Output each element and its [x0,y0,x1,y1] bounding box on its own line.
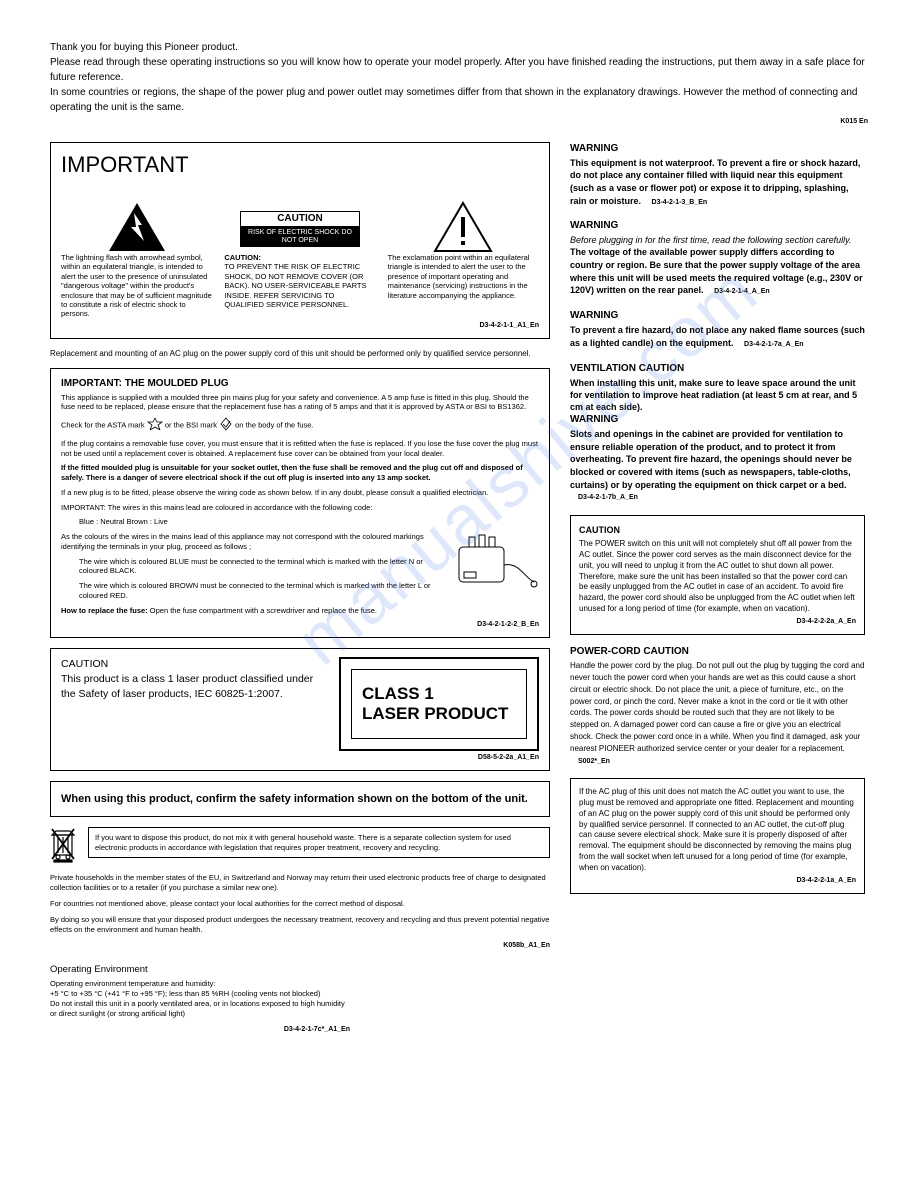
caution-power-switch: CAUTION The POWER switch on this unit wi… [570,515,865,635]
vent-c: D3-4-2-1-7b_A_En [578,493,638,502]
caution-label: CAUTION [240,211,360,228]
intro-block: Thank you for buying this Pioneer produc… [50,40,868,128]
lightning-triangle-icon [107,201,167,253]
moulded-title: IMPORTANT: THE MOULDED PLUG [61,377,539,390]
pcord-t: Handle the power cord by the plug. Do no… [570,661,864,753]
ac-plug-note: If the AC plug of this unit does not mat… [570,778,865,894]
weee-row: If you want to dispose this product, do … [50,827,550,867]
box1-h: CAUTION [579,524,856,536]
w2-c: D3-4-2-1-4_A_En [714,287,770,296]
asta-mark-icon [147,418,163,433]
weee-code: K058b_A1_En [50,941,550,950]
vent-h: VENTILATION CAUTION [570,362,865,375]
intro-p3: In some countries or regions, the shape … [50,85,868,115]
moulded-p2c: on the body of the fuse. [235,420,313,429]
moulded-code: D3-4-2-1-2-2_B_En [61,620,539,629]
laser-box: CAUTION This product is a class 1 laser … [50,648,550,770]
caution-text: TO PREVENT THE RISK OF ELECTRIC SHOCK, D… [224,262,375,309]
w2-h: WARNING [570,219,865,232]
uk-plug-icon [449,532,539,606]
exclamation-triangle-icon [433,201,493,253]
intro-p1: Thank you for buying this Pioneer produc… [50,40,868,55]
box1-c: D3-4-2-2-2a_A_En [796,618,856,625]
moulded-p6b: Blue : Neutral Brown : Live [79,517,539,527]
right-column: WARNING This equipment is not waterproof… [570,142,865,1035]
laser-l1: CLASS 1 [362,684,516,704]
caution-text-h: CAUTION: [224,253,261,262]
intro-code: K015 En [50,117,868,128]
weee-box-text: If you want to dispose this product, do … [88,827,550,859]
lightning-text: The lightning flash with arrowhead symbo… [61,253,212,319]
moulded-p4: If the fitted moulded plug is unsuitable… [61,463,539,483]
moulded-p3: If the plug contains a removable fuse co… [61,439,539,459]
laser-l2: LASER PRODUCT [362,704,516,724]
important-title: IMPORTANT [61,151,539,180]
moulded-plug-box: IMPORTANT: THE MOULDED PLUG This applian… [50,368,550,639]
pcord-h: POWER-CORD CAUTION [570,645,865,658]
weee-p3: By doing so you will ensure that your di… [50,915,550,935]
w1-t: This equipment is not waterproof. To pre… [570,158,860,206]
important-code: D3-4-2-1-1_A1_En [61,321,539,330]
env-p2: +5 °C to +35 °C (+41 °F to +95 °F); less… [50,989,350,999]
weee-bin-icon [50,827,78,867]
moulded-p1: This appliance is supplied with a moulde… [61,393,539,413]
confirm-box: When using this product, confirm the saf… [50,781,550,817]
moulded-p6: IMPORTANT: The wires in this mains lead … [61,503,539,513]
w1-h: WARNING [570,142,865,155]
box2-t: If the AC plug of this unit does not mat… [579,787,854,872]
vent-h2: WARNING [570,413,865,426]
moulded-p2a: Check for the ASTA mark [61,420,145,429]
env-p3: Do not install this unit in a poorly ven… [50,999,350,1019]
power-cord-caution: POWER-CORD CAUTION Handle the power cord… [570,645,865,766]
vent-t: When installing this unit, make sure to … [570,377,865,413]
w3-t: To prevent a fire hazard, do not place a… [570,325,865,348]
vent-t2: Slots and openings in the cabinet are pr… [570,429,852,490]
laser-caution: CAUTION [61,657,321,672]
important-box: IMPORTANT The lightning flash with arrow… [50,142,550,339]
warning-flame: WARNING To prevent a fire hazard, do not… [570,309,865,349]
box1-t: The POWER switch on this unit will not c… [579,539,855,613]
left-column: IMPORTANT The lightning flash with arrow… [50,142,550,1035]
moulded-p5: If a new plug is to be fitted, please ob… [61,488,539,498]
pcord-c: S002*_En [578,757,610,766]
box2-c: D3-4-2-2-1a_A_En [796,877,856,884]
w2-ti: Before plugging in for the first time, r… [570,234,865,246]
caution-black: RISK OF ELECTRIC SHOCK DO NOT OPEN [240,227,360,247]
exclaim-text: The exclamation point within an equilate… [388,253,539,300]
laser-text: This product is a class 1 laser product … [61,672,321,701]
moulded-p9h: How to replace the fuse: [61,606,148,615]
env-title: Operating Environment [50,964,350,976]
replace-note: Replacement and mounting of an AC plug o… [50,349,550,360]
intro-p2: Please read through these operating inst… [50,55,868,85]
moulded-p2b: or the BSI mark [165,420,217,429]
warning-waterproof: WARNING This equipment is not waterproof… [570,142,865,208]
warning-voltage: WARNING Before plugging in for the first… [570,219,865,297]
laser-label: CLASS 1 LASER PRODUCT [339,657,539,750]
weee-p1: Private households in the member states … [50,873,550,893]
weee-p2: For countries not mentioned above, pleas… [50,899,550,909]
laser-code: D58-5-2-2a_A1_En [61,753,539,762]
env-p1: Operating environment temperature and hu… [50,979,350,989]
bsi-mark-icon [219,417,233,434]
moulded-p9: Open the fuse compartment with a screwdr… [148,606,377,615]
w3-c: D3-4-2-1-7a_A_En [744,340,804,349]
w1-c: D3-4-2-1-3_B_En [652,198,708,207]
env-code: D3-4-2-1-7c*_A1_En [50,1025,350,1034]
w3-h: WARNING [570,309,865,322]
ventilation-caution: VENTILATION CAUTION When installing this… [570,362,865,504]
